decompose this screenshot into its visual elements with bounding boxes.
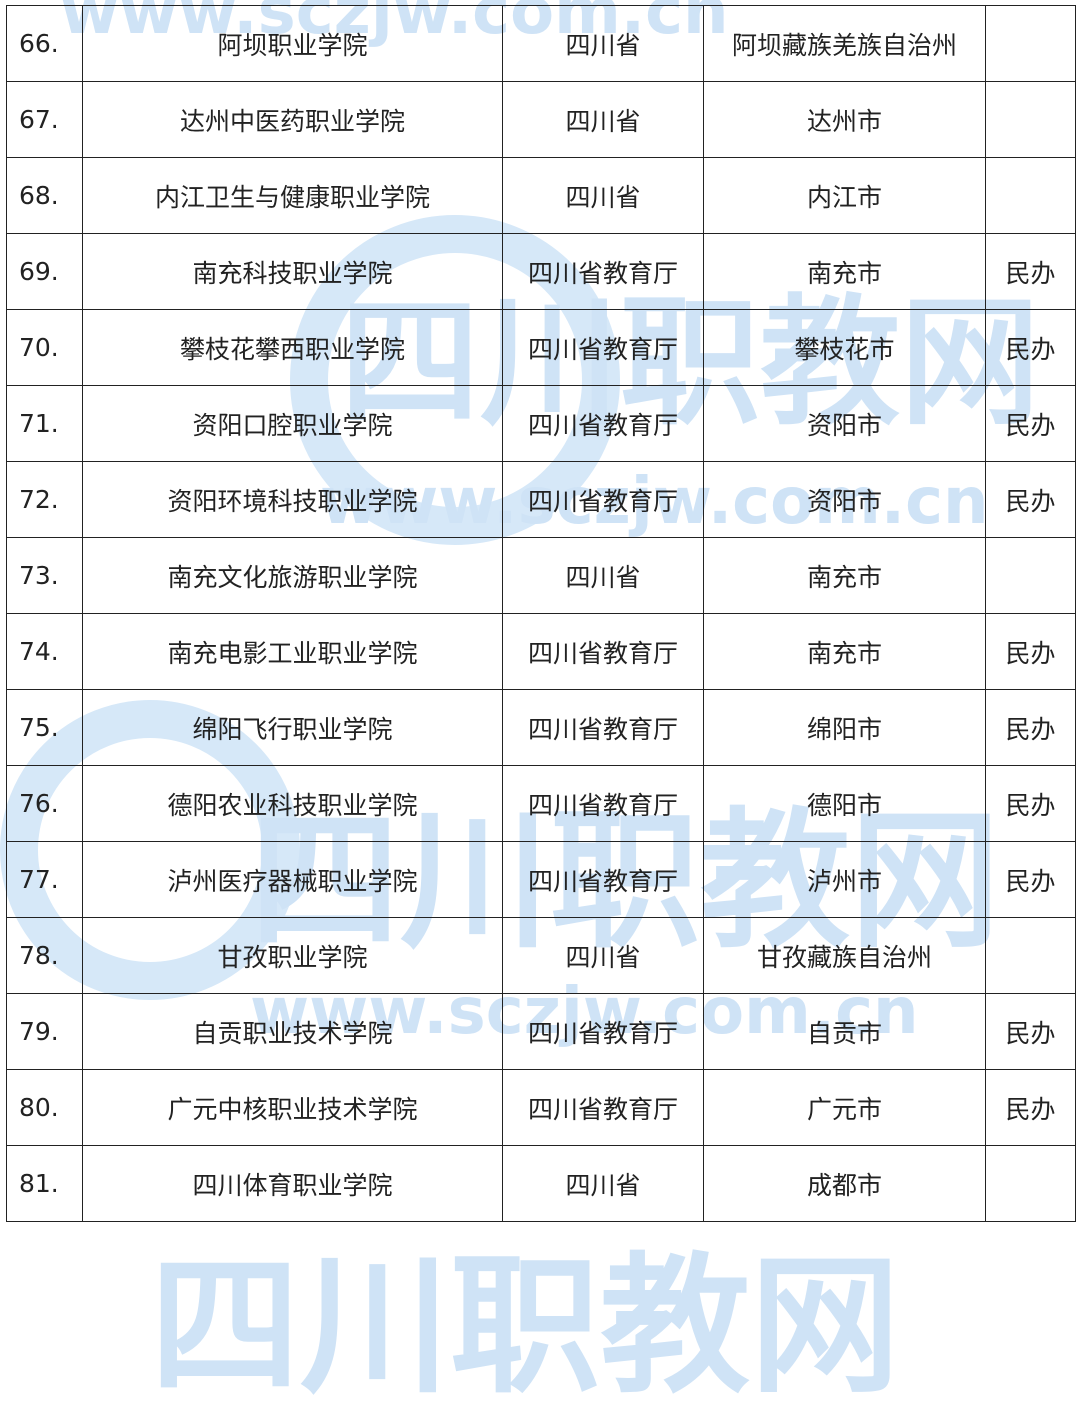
city: 南充市 xyxy=(703,613,986,690)
city: 成都市 xyxy=(703,1145,986,1222)
row-number: 79. xyxy=(6,993,83,1070)
row-number: 67. xyxy=(6,81,83,158)
table-row: 68. 内江卫生与健康职业学院 四川省 内江市 xyxy=(6,157,1076,234)
school-type xyxy=(985,1145,1076,1222)
row-number: 74. xyxy=(6,613,83,690)
authority: 四川省教育厅 xyxy=(502,613,704,690)
row-number: 76. xyxy=(6,765,83,842)
school-type: 民办 xyxy=(985,841,1076,918)
school-type: 民办 xyxy=(985,765,1076,842)
row-number: 69. xyxy=(6,233,83,310)
school-type xyxy=(985,5,1076,82)
city: 南充市 xyxy=(703,233,986,310)
city: 资阳市 xyxy=(703,385,986,462)
authority: 四川省 xyxy=(502,1145,704,1222)
table-row: 76. 德阳农业科技职业学院 四川省教育厅 德阳市 民办 xyxy=(6,765,1076,842)
college-name: 攀枝花攀西职业学院 xyxy=(82,309,503,386)
school-type xyxy=(985,81,1076,158)
table-row: 71. 资阳口腔职业学院 四川省教育厅 资阳市 民办 xyxy=(6,385,1076,462)
row-number: 68. xyxy=(6,157,83,234)
table-row: 70. 攀枝花攀西职业学院 四川省教育厅 攀枝花市 民办 xyxy=(6,309,1076,386)
school-type: 民办 xyxy=(985,233,1076,310)
authority: 四川省教育厅 xyxy=(502,461,704,538)
college-name: 甘孜职业学院 xyxy=(82,917,503,994)
school-type xyxy=(985,537,1076,614)
city: 达州市 xyxy=(703,81,986,158)
city: 德阳市 xyxy=(703,765,986,842)
college-name: 四川体育职业学院 xyxy=(82,1145,503,1222)
college-name: 资阳环境科技职业学院 xyxy=(82,461,503,538)
city: 南充市 xyxy=(703,537,986,614)
city: 阿坝藏族羌族自治州 xyxy=(703,5,986,82)
college-name: 南充电影工业职业学院 xyxy=(82,613,503,690)
college-name: 阿坝职业学院 xyxy=(82,5,503,82)
table-row: 69. 南充科技职业学院 四川省教育厅 南充市 民办 xyxy=(6,233,1076,310)
authority: 四川省教育厅 xyxy=(502,689,704,766)
row-number: 66. xyxy=(6,5,83,82)
row-number: 81. xyxy=(6,1145,83,1222)
school-type: 民办 xyxy=(985,309,1076,386)
city: 甘孜藏族自治州 xyxy=(703,917,986,994)
college-name: 德阳农业科技职业学院 xyxy=(82,765,503,842)
authority: 四川省教育厅 xyxy=(502,765,704,842)
college-name: 南充科技职业学院 xyxy=(82,233,503,310)
table-row: 74. 南充电影工业职业学院 四川省教育厅 南充市 民办 xyxy=(6,613,1076,690)
authority: 四川省教育厅 xyxy=(502,841,704,918)
authority: 四川省 xyxy=(502,537,704,614)
college-name: 广元中核职业技术学院 xyxy=(82,1069,503,1146)
school-type: 民办 xyxy=(985,613,1076,690)
authority: 四川省教育厅 xyxy=(502,1069,704,1146)
city: 内江市 xyxy=(703,157,986,234)
authority: 四川省 xyxy=(502,917,704,994)
table-row: 78. 甘孜职业学院 四川省 甘孜藏族自治州 xyxy=(6,917,1076,994)
city: 绵阳市 xyxy=(703,689,986,766)
table-row: 80. 广元中核职业技术学院 四川省教育厅 广元市 民办 xyxy=(6,1069,1076,1146)
watermark-name: 四川职教网 xyxy=(150,1240,901,1414)
authority: 四川省教育厅 xyxy=(502,309,704,386)
college-name: 泸州医疗器械职业学院 xyxy=(82,841,503,918)
college-table: 66. 阿坝职业学院 四川省 阿坝藏族羌族自治州 67. 达州中医药职业学院 四川省 达州市 6… xyxy=(6,5,1076,1222)
college-name: 绵阳飞行职业学院 xyxy=(82,689,503,766)
city: 泸州市 xyxy=(703,841,986,918)
college-name: 南充文化旅游职业学院 xyxy=(82,537,503,614)
authority: 四川省教育厅 xyxy=(502,233,704,310)
row-number: 75. xyxy=(6,689,83,766)
authority: 四川省 xyxy=(502,81,704,158)
table-row: 75. 绵阳飞行职业学院 四川省教育厅 绵阳市 民办 xyxy=(6,689,1076,766)
table-row: 81. 四川体育职业学院 四川省 成都市 xyxy=(6,1145,1076,1222)
city: 攀枝花市 xyxy=(703,309,986,386)
school-type: 民办 xyxy=(985,1069,1076,1146)
table-row: 77. 泸州医疗器械职业学院 四川省教育厅 泸州市 民办 xyxy=(6,841,1076,918)
authority: 四川省 xyxy=(502,5,704,82)
row-number: 80. xyxy=(6,1069,83,1146)
row-number: 72. xyxy=(6,461,83,538)
school-type: 民办 xyxy=(985,385,1076,462)
table-row: 73. 南充文化旅游职业学院 四川省 南充市 xyxy=(6,537,1076,614)
college-name: 自贡职业技术学院 xyxy=(82,993,503,1070)
authority: 四川省教育厅 xyxy=(502,993,704,1070)
college-name: 资阳口腔职业学院 xyxy=(82,385,503,462)
row-number: 70. xyxy=(6,309,83,386)
table-row: 66. 阿坝职业学院 四川省 阿坝藏族羌族自治州 xyxy=(6,5,1076,82)
city: 自贡市 xyxy=(703,993,986,1070)
authority: 四川省 xyxy=(502,157,704,234)
table-row: 79. 自贡职业技术学院 四川省教育厅 自贡市 民办 xyxy=(6,993,1076,1070)
school-type: 民办 xyxy=(985,461,1076,538)
city: 资阳市 xyxy=(703,461,986,538)
row-number: 73. xyxy=(6,537,83,614)
school-type xyxy=(985,917,1076,994)
college-name: 内江卫生与健康职业学院 xyxy=(82,157,503,234)
row-number: 77. xyxy=(6,841,83,918)
table-row: 72. 资阳环境科技职业学院 四川省教育厅 资阳市 民办 xyxy=(6,461,1076,538)
table-row: 67. 达州中医药职业学院 四川省 达州市 xyxy=(6,81,1076,158)
city: 广元市 xyxy=(703,1069,986,1146)
row-number: 71. xyxy=(6,385,83,462)
authority: 四川省教育厅 xyxy=(502,385,704,462)
school-type: 民办 xyxy=(985,689,1076,766)
school-type: 民办 xyxy=(985,993,1076,1070)
college-name: 达州中医药职业学院 xyxy=(82,81,503,158)
school-type xyxy=(985,157,1076,234)
row-number: 78. xyxy=(6,917,83,994)
